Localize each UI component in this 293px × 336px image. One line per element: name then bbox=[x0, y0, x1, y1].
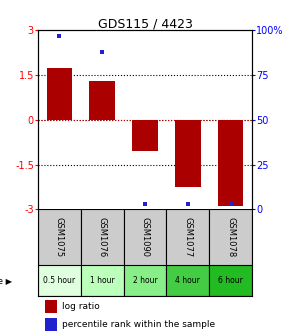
Bar bbox=[166, 265, 209, 296]
Text: log ratio: log ratio bbox=[62, 302, 99, 310]
Bar bbox=[175, 120, 201, 187]
Text: GSM1076: GSM1076 bbox=[98, 217, 107, 258]
Bar bbox=[218, 120, 243, 206]
Bar bbox=[38, 209, 81, 265]
Text: GSM1090: GSM1090 bbox=[141, 217, 149, 257]
Text: 6 hour: 6 hour bbox=[218, 276, 243, 285]
Text: GSM1075: GSM1075 bbox=[55, 217, 64, 257]
Bar bbox=[38, 265, 81, 296]
Bar bbox=[45, 318, 57, 331]
Text: 2 hour: 2 hour bbox=[133, 276, 157, 285]
Bar bbox=[89, 81, 115, 120]
Bar bbox=[166, 209, 209, 265]
Text: percentile rank within the sample: percentile rank within the sample bbox=[62, 320, 215, 329]
Bar bbox=[124, 265, 166, 296]
Bar bbox=[209, 209, 252, 265]
Text: 0.5 hour: 0.5 hour bbox=[43, 276, 76, 285]
Title: GDS115 / 4423: GDS115 / 4423 bbox=[98, 17, 193, 30]
Bar bbox=[124, 209, 166, 265]
Text: time ▶: time ▶ bbox=[0, 276, 12, 285]
Text: GSM1078: GSM1078 bbox=[226, 217, 235, 258]
Bar bbox=[81, 209, 124, 265]
Bar bbox=[209, 265, 252, 296]
Bar bbox=[132, 120, 158, 151]
Text: 4 hour: 4 hour bbox=[176, 276, 200, 285]
Text: GSM1077: GSM1077 bbox=[183, 217, 192, 258]
Text: 1 hour: 1 hour bbox=[90, 276, 115, 285]
Bar bbox=[45, 300, 57, 312]
Bar bbox=[47, 68, 72, 120]
Bar bbox=[81, 265, 124, 296]
